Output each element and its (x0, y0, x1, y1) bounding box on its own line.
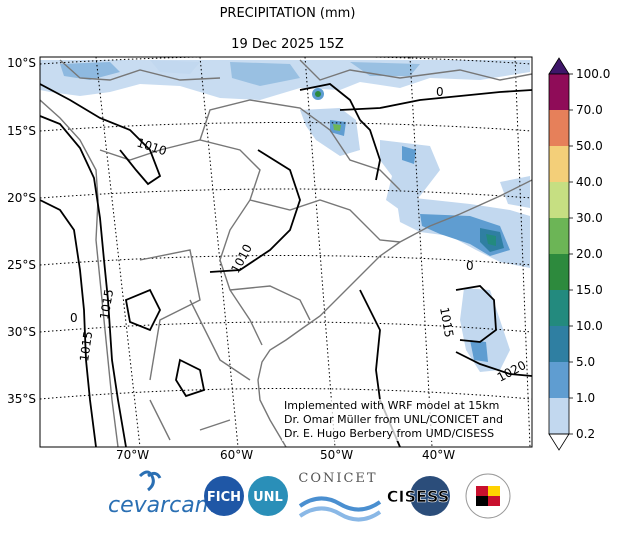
colorbar-tick-label: 1.0 (576, 391, 596, 405)
map-background (40, 57, 532, 447)
credit-line: Implemented with WRF model at 15km (284, 399, 500, 412)
institution-logos: cevarcam FICH UNL CONICET CISESS (108, 470, 511, 522)
unl-logo: UNL (248, 476, 288, 516)
map-title: PRECIPITATION (mm) (219, 6, 356, 21)
colorbar-tick-label: 100.0 (576, 67, 611, 81)
lon-label: 50°W (320, 448, 354, 462)
conicet-text: CONICET (298, 471, 377, 486)
fich-text: FICH (207, 490, 241, 505)
lat-label: 30°S (7, 325, 36, 339)
isobar-label: 0 (466, 259, 474, 273)
lat-label: 20°S (7, 191, 36, 205)
colorbar-tick-label: 40.0 (576, 175, 603, 189)
cevarcam-text: cevarcam (108, 493, 216, 518)
colorbar-tick-label: 50.0 (576, 139, 603, 153)
colorbar-bin-30 (549, 218, 569, 254)
colorbar-bin-5 (549, 362, 569, 398)
colorbar-tick-label: 30.0 (576, 211, 603, 225)
cisess-text: CISESS (387, 487, 449, 506)
cevarcam-logo: cevarcam (108, 470, 216, 518)
isobar-label: 0 (70, 311, 78, 325)
colorbar-bin-1 (549, 398, 569, 434)
colorbar-tick-label: 20.0 (576, 247, 603, 261)
lat-label: 10°S (7, 56, 36, 70)
colorbar-bin-15 (549, 290, 569, 326)
colorbar-bin-10 (549, 326, 569, 362)
cisess-logo: CISESS (386, 476, 450, 516)
colorbar-extend-min (548, 433, 570, 451)
fich-logo: FICH (204, 476, 244, 516)
lon-label: 40°W (422, 448, 456, 462)
credit-text: Implemented with WRF model at 15km Dr. O… (282, 399, 506, 441)
lat-label: 25°S (7, 258, 36, 272)
colorbar-bin-20 (549, 254, 569, 290)
isobars (40, 83, 532, 447)
colorbar-bin-40 (549, 182, 569, 218)
isobar-label: 1015 (97, 288, 116, 321)
lat-label: 15°S (7, 124, 36, 138)
umd-seal-logo (465, 473, 511, 519)
isobar-label: 1015 (77, 330, 95, 362)
colorbar-extend-max (548, 57, 570, 75)
colorbar (548, 57, 573, 451)
lon-label: 60°W (220, 448, 254, 462)
credit-line: Dr. Omar Müller from UNL/CONICET and (284, 413, 504, 426)
map-frame (39, 56, 533, 448)
colorbar-tick-label: 70.0 (576, 103, 603, 117)
credit-line: Dr. E. Hugo Berbery from UMD/CISESS (284, 427, 495, 440)
coastline-and-borders (40, 59, 532, 447)
map-valid-time: 19 Dec 2025 15Z (231, 37, 344, 52)
colorbar-tick-label: 15.0 (576, 283, 603, 297)
isobar-label: 0 (436, 85, 444, 99)
conicet-logo: CONICET (298, 471, 382, 522)
lat-label: 35°S (7, 392, 36, 406)
unl-text: UNL (253, 490, 283, 505)
colorbar-tick-label: 10.0 (576, 319, 603, 333)
colorbar-bin-50 (549, 146, 569, 182)
colorbar-bin-100 (549, 74, 569, 110)
colorbar-tick-label: 5.0 (576, 355, 596, 369)
colorbar-bin-70 (549, 110, 569, 146)
lon-label: 70°W (116, 448, 150, 462)
colorbar-tick-label: 0.2 (576, 427, 596, 441)
isobar-label: 1015 (437, 306, 456, 339)
precipitation-areas (40, 60, 530, 372)
